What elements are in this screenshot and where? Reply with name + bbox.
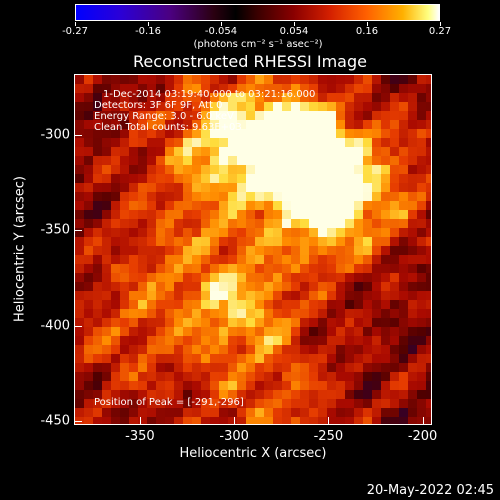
x-tick-label: -350 xyxy=(125,429,155,444)
colorbar-tick-label: -0.054 xyxy=(204,26,238,37)
x-axis-label: Heliocentric X (arcsec) xyxy=(179,446,327,461)
y-tick xyxy=(75,325,82,327)
y-tick-label: -350 xyxy=(40,222,70,238)
heatmap-image xyxy=(75,75,431,424)
time-range: 1-Dec-2014 03:19:40.000 to 03:21:16.000 xyxy=(103,89,316,100)
counts-info: Clean Total counts: 9.63E+03 xyxy=(94,122,242,133)
colorbar-tick xyxy=(294,22,295,26)
colorbar-tick-label: -0.16 xyxy=(135,26,161,37)
chart-title: Reconstructed RHESSI Image xyxy=(133,52,367,71)
y-tick xyxy=(75,230,82,232)
heatmap-plot: 1-Dec-2014 03:19:40.000 to 03:21:16.000 … xyxy=(74,74,432,425)
colorbar-tick-label: -0.27 xyxy=(62,26,88,37)
detectors-info: Detectors: 3F 6F 9F, Att 0 xyxy=(94,100,223,111)
x-tick xyxy=(139,417,141,424)
colorbar-tick-label: 0.27 xyxy=(428,26,452,37)
colorbar-tick xyxy=(75,22,76,26)
x-tick xyxy=(234,417,236,424)
energy-range: Energy Range: 3.0 - 6.0 keV xyxy=(94,111,234,122)
timestamp: 20-May-2022 02:45 xyxy=(366,483,494,498)
colorbar-unit: (photons cm⁻² s⁻¹ asec⁻²) xyxy=(193,39,323,50)
colorbar-tick xyxy=(221,22,222,26)
y-tick xyxy=(75,421,82,423)
peak-position: Position of Peak = [-291,-296] xyxy=(94,397,244,408)
colorbar-tick-label: 0.054 xyxy=(279,26,309,37)
y-tick xyxy=(75,135,82,137)
y-tick-label: -450 xyxy=(40,413,70,429)
y-axis-label: Heliocentric Y (arcsec) xyxy=(12,176,28,322)
x-tick xyxy=(422,417,424,424)
x-tick-label: -250 xyxy=(313,429,344,444)
colorbar-tick-label: 0.16 xyxy=(355,26,379,37)
y-tick-label: -300 xyxy=(40,127,70,143)
x-tick-label: -200 xyxy=(407,429,438,444)
colorbar xyxy=(75,4,440,21)
y-tick-label: -400 xyxy=(40,318,70,334)
x-tick-label: -300 xyxy=(219,429,249,444)
colorbar-tick xyxy=(367,22,368,26)
colorbar-tick xyxy=(148,22,149,26)
colorbar-tick xyxy=(440,22,441,26)
x-tick xyxy=(328,417,330,424)
